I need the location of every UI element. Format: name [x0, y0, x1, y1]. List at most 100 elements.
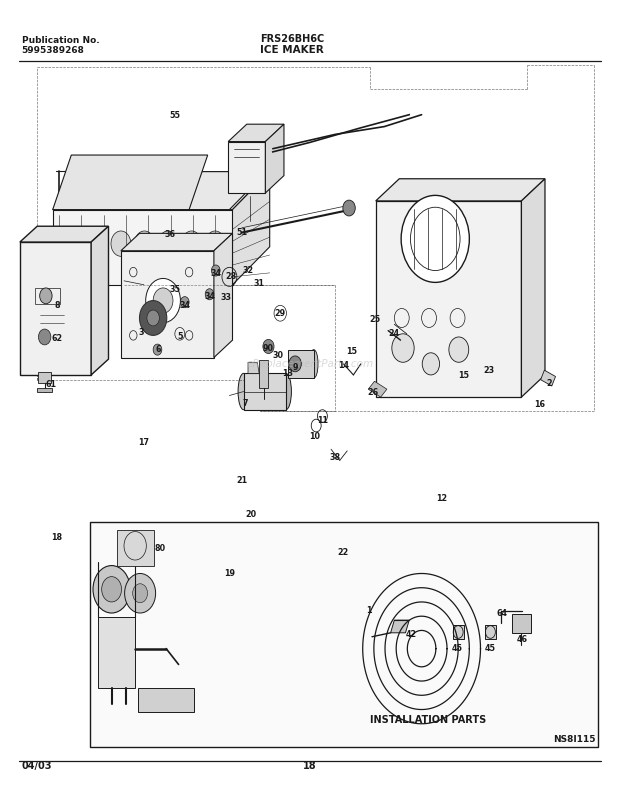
Text: 13: 13	[282, 369, 293, 378]
Text: 11: 11	[317, 416, 328, 426]
Polygon shape	[117, 530, 154, 566]
Text: 61: 61	[45, 380, 56, 389]
Polygon shape	[53, 155, 208, 210]
Text: 31: 31	[254, 278, 265, 288]
Ellipse shape	[309, 350, 318, 378]
Circle shape	[182, 231, 202, 256]
Text: 64: 64	[497, 608, 508, 618]
Polygon shape	[38, 372, 51, 383]
Polygon shape	[53, 210, 232, 285]
Text: 45: 45	[484, 644, 495, 653]
Circle shape	[205, 289, 214, 300]
Text: 51: 51	[236, 228, 247, 237]
Text: FRS26BH6C: FRS26BH6C	[260, 33, 325, 44]
Polygon shape	[91, 226, 108, 375]
Text: 30: 30	[272, 351, 283, 361]
Text: ICE MAKER: ICE MAKER	[260, 45, 324, 55]
Polygon shape	[521, 179, 545, 397]
Polygon shape	[121, 251, 214, 358]
Circle shape	[263, 339, 274, 354]
Polygon shape	[214, 233, 232, 358]
Text: 22: 22	[338, 548, 349, 558]
Polygon shape	[541, 370, 556, 386]
Text: 6: 6	[156, 345, 161, 354]
Polygon shape	[512, 614, 531, 633]
Text: Publication No.: Publication No.	[22, 36, 99, 45]
Text: 1: 1	[366, 606, 371, 615]
Circle shape	[343, 200, 355, 216]
Polygon shape	[368, 381, 387, 397]
Circle shape	[392, 334, 414, 362]
Circle shape	[93, 566, 130, 613]
Bar	[288, 350, 314, 378]
Text: 2: 2	[546, 379, 552, 388]
Circle shape	[180, 297, 189, 308]
Circle shape	[140, 301, 167, 335]
Polygon shape	[232, 172, 270, 285]
Circle shape	[422, 353, 440, 375]
Polygon shape	[138, 688, 194, 712]
Text: 19: 19	[224, 569, 235, 578]
Polygon shape	[259, 360, 268, 388]
Text: 20: 20	[245, 509, 256, 519]
Text: eReplacementParts.com: eReplacementParts.com	[246, 359, 374, 369]
Polygon shape	[20, 226, 108, 242]
Ellipse shape	[238, 373, 249, 410]
Circle shape	[135, 231, 154, 256]
Circle shape	[205, 231, 225, 256]
Polygon shape	[56, 172, 267, 210]
Circle shape	[211, 265, 220, 276]
Circle shape	[38, 329, 51, 345]
Text: 17: 17	[138, 438, 149, 448]
Circle shape	[147, 310, 159, 326]
Circle shape	[146, 278, 180, 323]
Polygon shape	[376, 179, 545, 201]
Polygon shape	[485, 625, 496, 639]
Circle shape	[153, 344, 162, 355]
Text: 34: 34	[179, 301, 190, 310]
Circle shape	[401, 195, 469, 282]
Text: 55: 55	[169, 111, 180, 120]
Text: 46: 46	[516, 634, 528, 644]
Text: 23: 23	[483, 365, 494, 375]
Circle shape	[64, 231, 84, 256]
Circle shape	[102, 577, 122, 602]
Text: 5: 5	[177, 331, 182, 341]
Polygon shape	[228, 142, 265, 193]
Text: 90: 90	[263, 343, 274, 353]
Text: 26: 26	[368, 388, 379, 397]
Text: 18: 18	[51, 533, 63, 543]
Circle shape	[87, 231, 107, 256]
Text: 12: 12	[436, 494, 447, 503]
Text: 36: 36	[164, 229, 175, 239]
Text: 32: 32	[242, 266, 254, 275]
Text: 34: 34	[204, 292, 215, 301]
Circle shape	[40, 288, 52, 304]
Bar	[244, 373, 286, 410]
Text: 16: 16	[534, 400, 545, 410]
Text: 04/03: 04/03	[22, 761, 52, 771]
Text: 8: 8	[54, 301, 60, 310]
Text: NS8I115: NS8I115	[552, 735, 595, 744]
Text: 25: 25	[369, 315, 380, 324]
Text: 38: 38	[329, 452, 340, 462]
Circle shape	[125, 573, 156, 613]
Text: 15: 15	[458, 371, 469, 380]
Polygon shape	[391, 620, 409, 633]
Text: 9: 9	[293, 362, 298, 372]
Text: INSTALLATION PARTS: INSTALLATION PARTS	[370, 715, 486, 725]
Text: 21: 21	[236, 476, 247, 486]
Text: 7: 7	[242, 399, 247, 408]
Text: 62: 62	[51, 334, 63, 343]
Polygon shape	[453, 625, 464, 639]
Polygon shape	[20, 242, 91, 375]
Circle shape	[449, 337, 469, 362]
Polygon shape	[376, 201, 521, 397]
Circle shape	[153, 288, 173, 313]
Text: 14: 14	[339, 361, 350, 370]
Polygon shape	[121, 233, 232, 251]
Polygon shape	[265, 124, 284, 193]
Text: 80: 80	[154, 543, 166, 553]
Text: 29: 29	[275, 308, 286, 318]
Text: 34: 34	[210, 269, 221, 278]
